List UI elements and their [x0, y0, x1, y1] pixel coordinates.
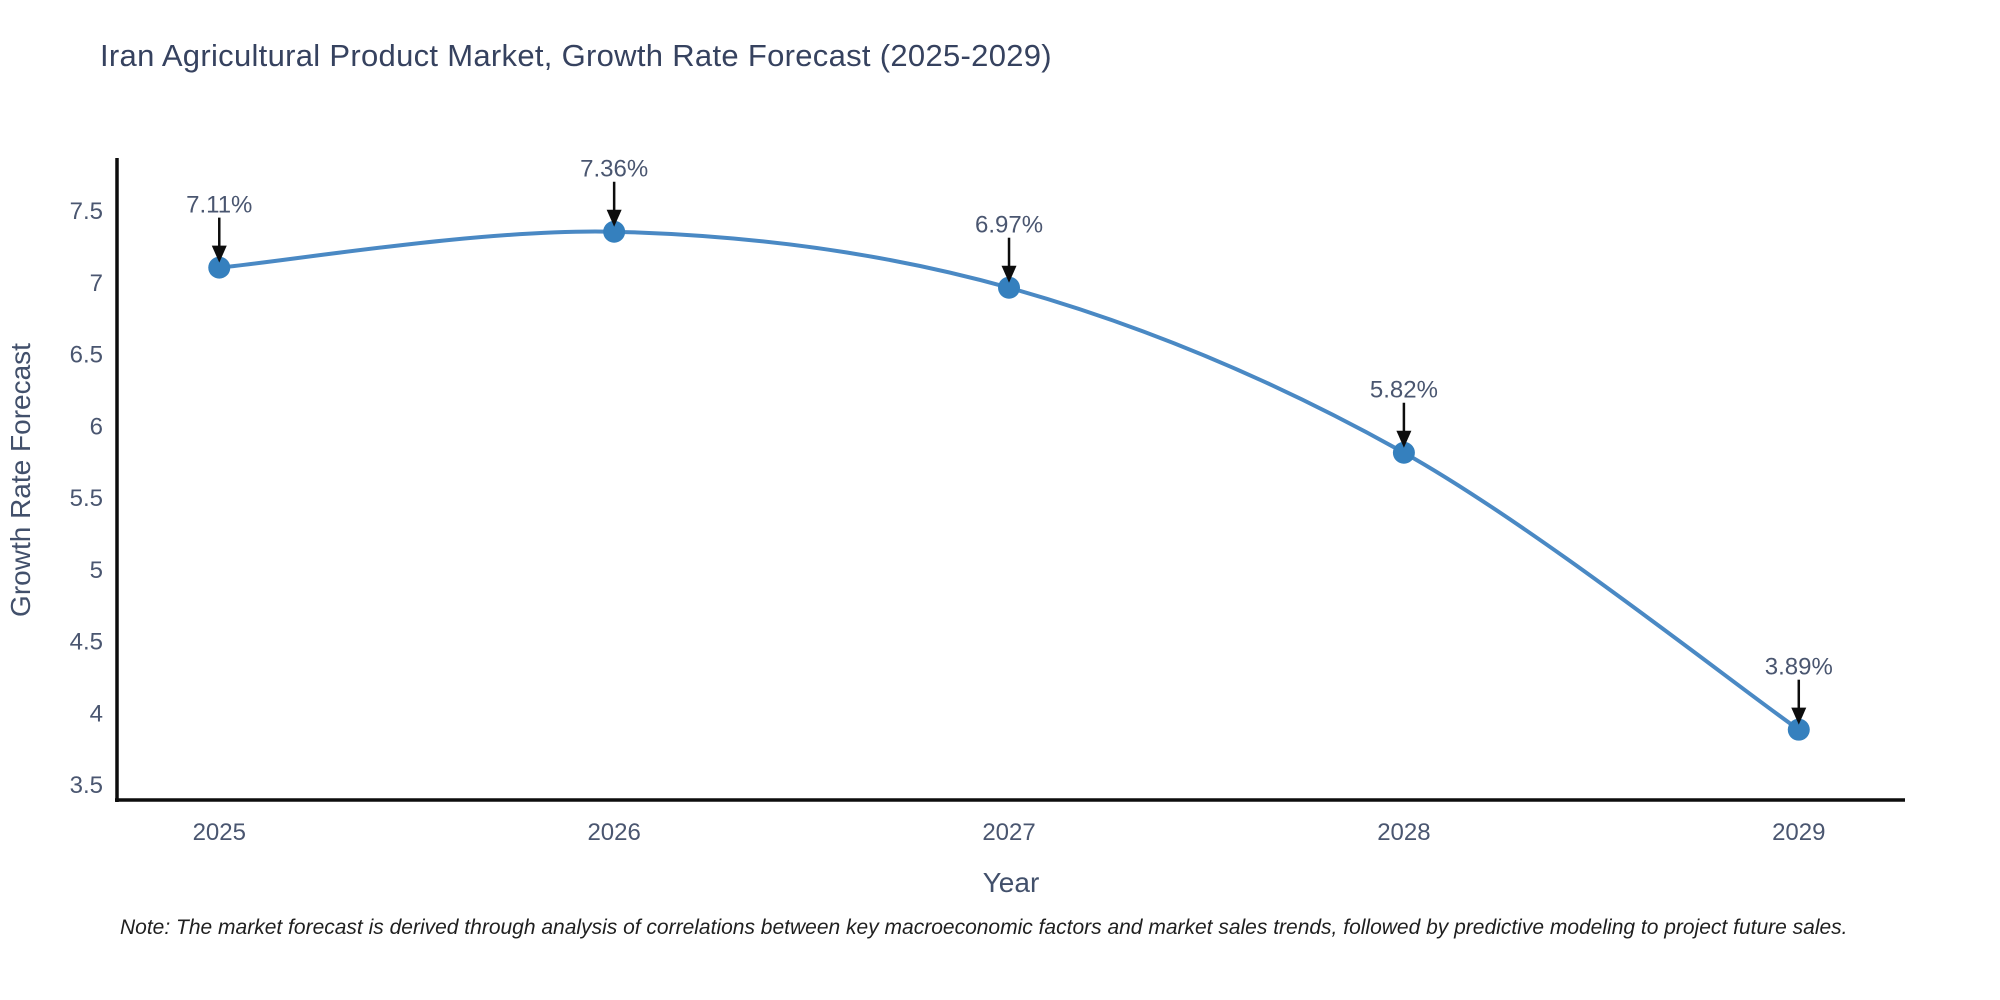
footnote: Note: The market forecast is derived thr…	[120, 916, 1848, 939]
y-axis-title: Growth Rate Forecast	[5, 343, 36, 617]
x-tick-label: 2029	[1772, 819, 1825, 846]
annotation-arrowhead-icon	[1791, 707, 1807, 725]
forecast-line	[219, 229, 1800, 732]
annotation-arrowhead-icon	[1396, 430, 1412, 448]
annotation-arrowhead-icon	[211, 245, 227, 263]
y-tick-label: 4.5	[70, 629, 103, 656]
annotation-arrowhead-icon	[606, 209, 622, 227]
annotation-label: 7.36%	[580, 156, 648, 183]
y-tick-label: 4	[90, 700, 103, 727]
y-tick-label: 7.5	[70, 198, 103, 225]
x-axis-title: Year	[983, 867, 1040, 898]
data-point-marker[interactable]	[1787, 718, 1810, 741]
x-tick-label: 2028	[1377, 819, 1430, 846]
data-point-marker[interactable]	[1392, 441, 1415, 464]
annotation-label: 7.11%	[186, 192, 252, 219]
y-tick-label: 6	[90, 413, 103, 440]
annotation-label: 3.89%	[1765, 654, 1833, 681]
y-tick-label: 5.5	[70, 485, 103, 512]
annotation-arrowhead-icon	[1001, 265, 1017, 283]
data-point-marker[interactable]	[208, 256, 231, 279]
chart-title: Iran Agricultural Product Market, Growth…	[100, 38, 1052, 73]
x-tick-label: 2027	[982, 819, 1035, 846]
plot-dynamic-layer: 3.5 4 4.5 5 5.5 6 6.5 7 7.5 2025 2026 2027 2028 2029 7…	[70, 156, 1905, 846]
data-point-marker[interactable]	[998, 276, 1021, 299]
x-tick-label: 2025	[193, 819, 246, 846]
y-tick-label: 5	[90, 557, 103, 584]
data-point-marker[interactable]	[603, 220, 626, 243]
annotation-label: 6.97%	[975, 212, 1043, 239]
y-tick-label: 7	[90, 270, 103, 297]
y-tick-label: 3.5	[70, 772, 103, 799]
x-tick-label: 2026	[587, 819, 640, 846]
y-tick-label: 6.5	[70, 342, 103, 369]
annotation-label: 5.82%	[1370, 377, 1438, 404]
